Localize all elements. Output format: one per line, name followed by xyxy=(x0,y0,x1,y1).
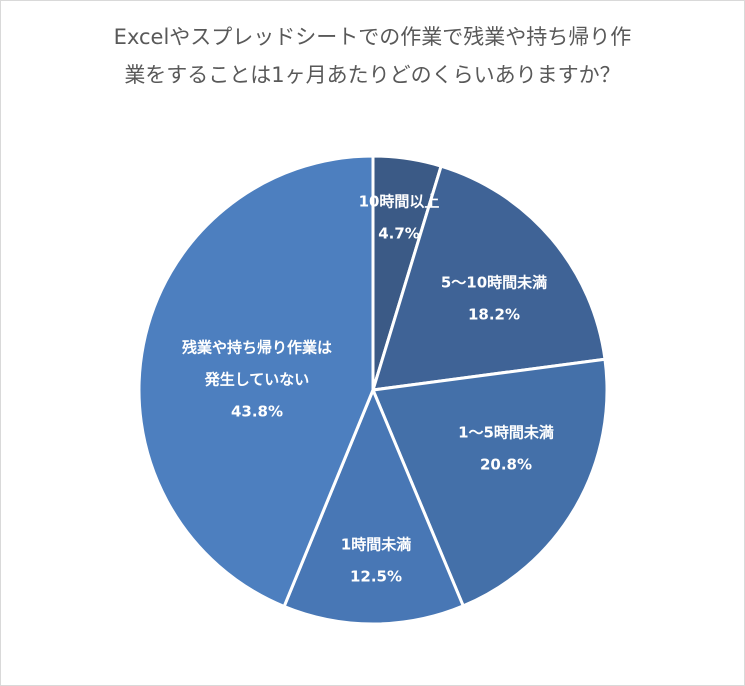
data-label-category-5: 発生していない xyxy=(204,371,310,389)
data-label-value-3: 20.8% xyxy=(480,456,532,474)
pie-slice-3 xyxy=(371,357,609,608)
data-label-5: 残業や持ち帰り作業は発生していない 43.8% xyxy=(182,339,332,421)
data-label-4: 1時間未満 12.5% xyxy=(341,536,411,586)
data-label-value-5: 43.8% xyxy=(231,403,283,421)
data-label-category-5: 残業や持ち帰り作業は xyxy=(182,339,332,357)
data-label-value-1: 4.7% xyxy=(378,225,420,243)
pie-slice-5 xyxy=(137,154,375,608)
data-label-category-1: 10時間以上 xyxy=(359,193,440,211)
data-label-2: 5〜10時間未満 18.2% xyxy=(441,274,547,324)
data-label-3: 1〜5時間未満 20.8% xyxy=(458,424,554,474)
data-label-category-2: 5〜10時間未満 xyxy=(441,274,547,292)
data-label-value-4: 12.5% xyxy=(350,568,402,586)
data-label-category-4: 1時間未満 xyxy=(341,536,411,554)
chart-title-line-1: Excelやスプレッドシートでの作業で残業や持ち帰り作 xyxy=(113,25,632,49)
chart-title: Excelやスプレッドシートでの作業で残業や持ち帰り作 業をすることは1ヶ月あた… xyxy=(40,18,705,94)
data-label-1: 10時間以上 4.7% xyxy=(359,193,440,243)
pie-slice-2 xyxy=(371,164,607,392)
data-label-category-3: 1〜5時間未満 xyxy=(458,424,554,442)
data-label-value-2: 18.2% xyxy=(468,306,520,324)
pie-slice-4 xyxy=(282,388,465,626)
chart-title-line-2: 業をすることは1ヶ月あたりどのくらいありますか？ xyxy=(124,63,621,87)
